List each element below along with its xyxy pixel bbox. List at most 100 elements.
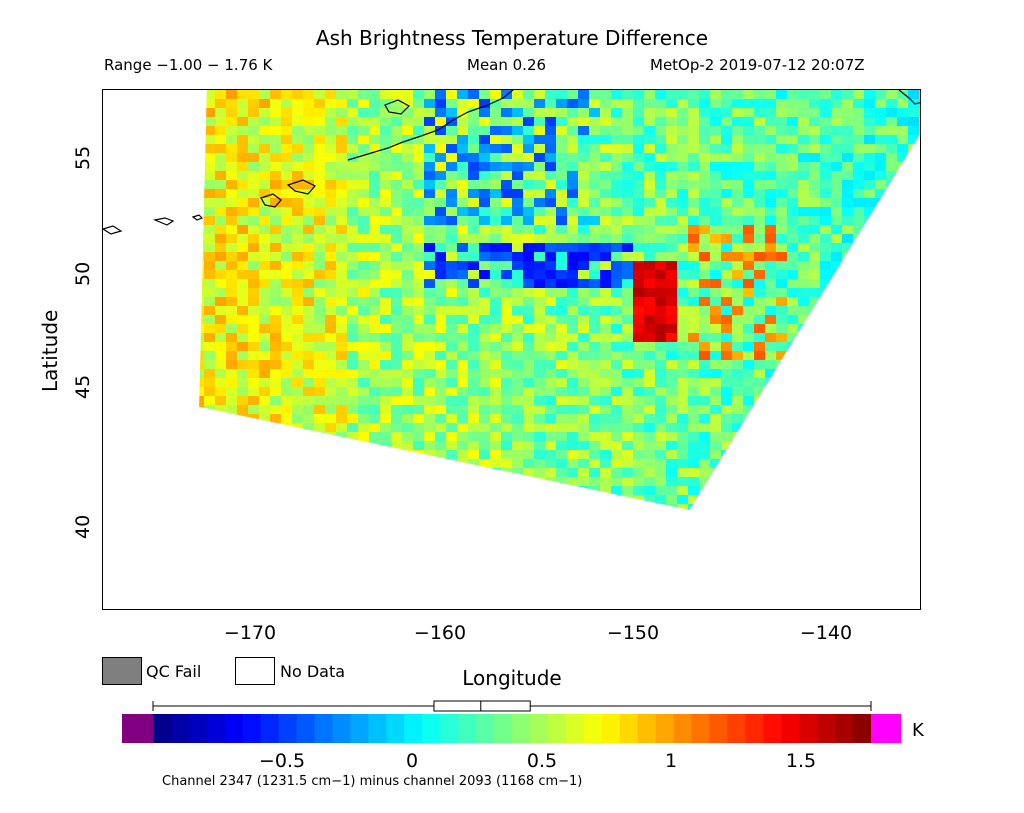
heatmap-cell (512, 153, 524, 163)
heatmap-cell (391, 477, 403, 487)
heatmap-cell (391, 351, 403, 361)
heatmap-cell (325, 558, 337, 568)
heatmap-cell (402, 162, 414, 172)
heatmap-cell (886, 594, 898, 604)
heatmap-cell (655, 441, 667, 451)
heatmap-cell (237, 162, 249, 172)
heatmap-cell (864, 297, 876, 307)
heatmap-cell (644, 171, 656, 181)
heatmap-cell (567, 549, 579, 559)
heatmap-cell (237, 495, 249, 505)
heatmap-cell (479, 153, 491, 163)
heatmap-cell (391, 315, 403, 325)
heatmap-cell (589, 324, 601, 334)
heatmap-cell (501, 585, 513, 595)
heatmap-cell (545, 234, 557, 244)
heatmap-cell (457, 189, 469, 199)
heatmap-cell (237, 288, 249, 298)
heatmap-cell (721, 405, 733, 415)
heatmap-cell (732, 423, 744, 433)
heatmap-cell (314, 522, 326, 532)
heatmap-cell (226, 549, 238, 559)
x-tick-label: −170 (223, 622, 277, 644)
heatmap-cell (886, 576, 898, 586)
heatmap-cell (523, 567, 535, 577)
heatmap-cell (325, 108, 337, 118)
heatmap-cell (622, 486, 634, 496)
heatmap-cell (369, 495, 381, 505)
heatmap-cell (446, 351, 458, 361)
heatmap-cell (655, 567, 667, 577)
heatmap-cell (622, 90, 634, 100)
heatmap-cell (809, 450, 821, 460)
heatmap-cell (193, 585, 205, 595)
heatmap-cell (567, 477, 579, 487)
heatmap-cell (446, 162, 458, 172)
heatmap-cell (809, 585, 821, 595)
heatmap-cell (281, 423, 293, 433)
heatmap-cell (226, 333, 238, 343)
heatmap-cell (853, 207, 865, 217)
heatmap-cell (512, 351, 524, 361)
heatmap-cell (589, 459, 601, 469)
heatmap-cell (578, 108, 590, 118)
heatmap-cell (787, 216, 799, 226)
heatmap-cell (325, 567, 337, 577)
heatmap-cell (501, 126, 513, 136)
heatmap-cell (479, 252, 491, 262)
heatmap-cell (490, 360, 502, 370)
heatmap-cell (281, 495, 293, 505)
heatmap-cell (336, 135, 348, 145)
heatmap-cell (270, 135, 282, 145)
heatmap-cell (325, 306, 337, 316)
heatmap-cell (633, 216, 645, 226)
heatmap-cell (391, 342, 403, 352)
heatmap-cell (754, 153, 766, 163)
heatmap-cell (336, 450, 348, 460)
heatmap-cell (512, 297, 524, 307)
heatmap-cell (765, 126, 777, 136)
heatmap-cell (776, 486, 788, 496)
heatmap-cell (281, 513, 293, 523)
heatmap-cell (567, 486, 579, 496)
heatmap-cell (809, 576, 821, 586)
heatmap-cell (743, 486, 755, 496)
heatmap-cell (545, 387, 557, 397)
heatmap-cell (611, 153, 623, 163)
heatmap-cell (743, 531, 755, 541)
heatmap-cell (226, 495, 238, 505)
colorbar-segment (260, 714, 280, 743)
heatmap-cell (831, 162, 843, 172)
heatmap-cell (237, 243, 249, 253)
heatmap-cell (776, 441, 788, 451)
heatmap-cell (578, 396, 590, 406)
heatmap-cell (655, 450, 667, 460)
heatmap-cell (897, 216, 909, 226)
heatmap-cell (270, 441, 282, 451)
heatmap-cell (776, 504, 788, 510)
heatmap-cell (501, 180, 513, 190)
heatmap-cell (534, 297, 546, 307)
heatmap-cell (710, 189, 722, 199)
heatmap-cell (457, 288, 469, 298)
heatmap-cell (831, 189, 843, 199)
heatmap-cell (457, 162, 469, 172)
heatmap-cell (787, 243, 799, 253)
heatmap-cell (248, 90, 260, 100)
heatmap-cell (237, 585, 249, 595)
heatmap-cell (226, 351, 238, 361)
heatmap-cell (457, 549, 469, 559)
heatmap-cell (787, 234, 799, 244)
heatmap-cell (369, 126, 381, 136)
heatmap-cell (391, 270, 403, 280)
heatmap-cell (666, 387, 678, 397)
heatmap-cell (204, 441, 216, 451)
heatmap-cell (633, 423, 645, 433)
heatmap-cell (699, 459, 711, 469)
heatmap-cell (248, 459, 260, 469)
heatmap-cell (325, 90, 337, 100)
heatmap-cell (743, 207, 755, 217)
heatmap-cell (644, 477, 656, 487)
heatmap-cell (512, 450, 524, 460)
heatmap-cell (677, 486, 689, 496)
